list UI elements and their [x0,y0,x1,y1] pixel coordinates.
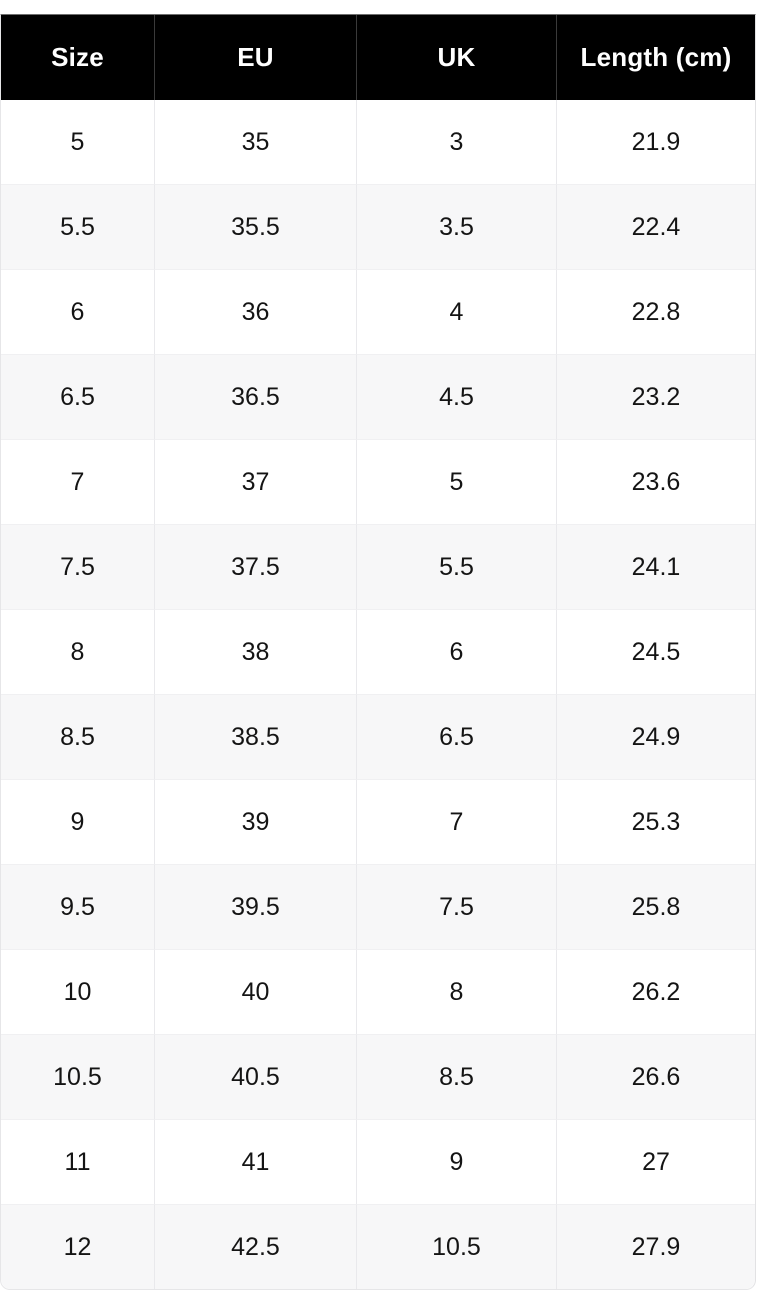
table-row: 7.5 37.5 5.5 24.1 [1,524,755,609]
cell-uk: 7 [357,779,557,864]
cell-size: 7.5 [1,524,155,609]
cell-eu: 42.5 [155,1204,357,1289]
cell-eu: 36 [155,269,357,354]
cell-uk: 6 [357,609,557,694]
table-header: Size EU UK Length (cm) [1,15,755,100]
cell-eu: 35.5 [155,184,357,269]
cell-length: 26.2 [557,949,755,1034]
column-header-size[interactable]: Size [1,15,155,100]
cell-eu: 41 [155,1119,357,1204]
cell-uk: 9 [357,1119,557,1204]
cell-eu: 38 [155,609,357,694]
cell-size: 8 [1,609,155,694]
cell-length: 23.6 [557,439,755,524]
table-row: 5.5 35.5 3.5 22.4 [1,184,755,269]
cell-length: 26.6 [557,1034,755,1119]
table-row: 8.5 38.5 6.5 24.9 [1,694,755,779]
cell-eu: 35 [155,100,357,184]
cell-size: 11 [1,1119,155,1204]
cell-size: 5.5 [1,184,155,269]
cell-uk: 5.5 [357,524,557,609]
cell-uk: 4 [357,269,557,354]
cell-uk: 4.5 [357,354,557,439]
cell-length: 27.9 [557,1204,755,1289]
column-header-length[interactable]: Length (cm) [557,15,755,100]
cell-length: 25.3 [557,779,755,864]
column-header-eu[interactable]: EU [155,15,357,100]
cell-uk: 8.5 [357,1034,557,1119]
table-row: 10.5 40.5 8.5 26.6 [1,1034,755,1119]
table-row: 11 41 9 27 [1,1119,755,1204]
cell-length: 25.8 [557,864,755,949]
cell-size: 7 [1,439,155,524]
table-row: 12 42.5 10.5 27.9 [1,1204,755,1289]
cell-uk: 3.5 [357,184,557,269]
cell-length: 21.9 [557,100,755,184]
cell-uk: 3 [357,100,557,184]
cell-size: 12 [1,1204,155,1289]
cell-eu: 40.5 [155,1034,357,1119]
cell-uk: 7.5 [357,864,557,949]
cell-length: 23.2 [557,354,755,439]
table-row: 6.5 36.5 4.5 23.2 [1,354,755,439]
cell-length: 24.9 [557,694,755,779]
size-chart-viewport: Size EU UK Length (cm) 5 35 3 21.9 5.5 35.5 3.… [0,14,760,1290]
table-row: 7 37 5 23.6 [1,439,755,524]
cell-length: 24.1 [557,524,755,609]
cell-uk: 5 [357,439,557,524]
header-row: Size EU UK Length (cm) [1,15,755,100]
cell-uk: 10.5 [357,1204,557,1289]
cell-eu: 36.5 [155,354,357,439]
table-row: 8 38 6 24.5 [1,609,755,694]
cell-length: 24.5 [557,609,755,694]
column-header-uk[interactable]: UK [357,15,557,100]
cell-eu: 39.5 [155,864,357,949]
cell-size: 9 [1,779,155,864]
cell-eu: 37 [155,439,357,524]
table-row: 5 35 3 21.9 [1,100,755,184]
cell-eu: 40 [155,949,357,1034]
cell-size: 10.5 [1,1034,155,1119]
cell-size: 10 [1,949,155,1034]
table-row: 6 36 4 22.8 [1,269,755,354]
cell-eu: 38.5 [155,694,357,779]
cell-eu: 39 [155,779,357,864]
size-chart-table: Size EU UK Length (cm) 5 35 3 21.9 5.5 35.5 3.… [0,14,756,1290]
cell-size: 5 [1,100,155,184]
table-row: 10 40 8 26.2 [1,949,755,1034]
cell-eu: 37.5 [155,524,357,609]
table-body: 5 35 3 21.9 5.5 35.5 3.5 22.4 6 36 4 22.8 6.5 36.5 4.5… [1,100,755,1289]
cell-uk: 8 [357,949,557,1034]
table-row: 9 39 7 25.3 [1,779,755,864]
table-row: 9.5 39.5 7.5 25.8 [1,864,755,949]
cell-length: 22.4 [557,184,755,269]
cell-size: 6.5 [1,354,155,439]
cell-length: 27 [557,1119,755,1204]
cell-size: 6 [1,269,155,354]
cell-length: 22.8 [557,269,755,354]
cell-uk: 6.5 [357,694,557,779]
cell-size: 9.5 [1,864,155,949]
cell-size: 8.5 [1,694,155,779]
